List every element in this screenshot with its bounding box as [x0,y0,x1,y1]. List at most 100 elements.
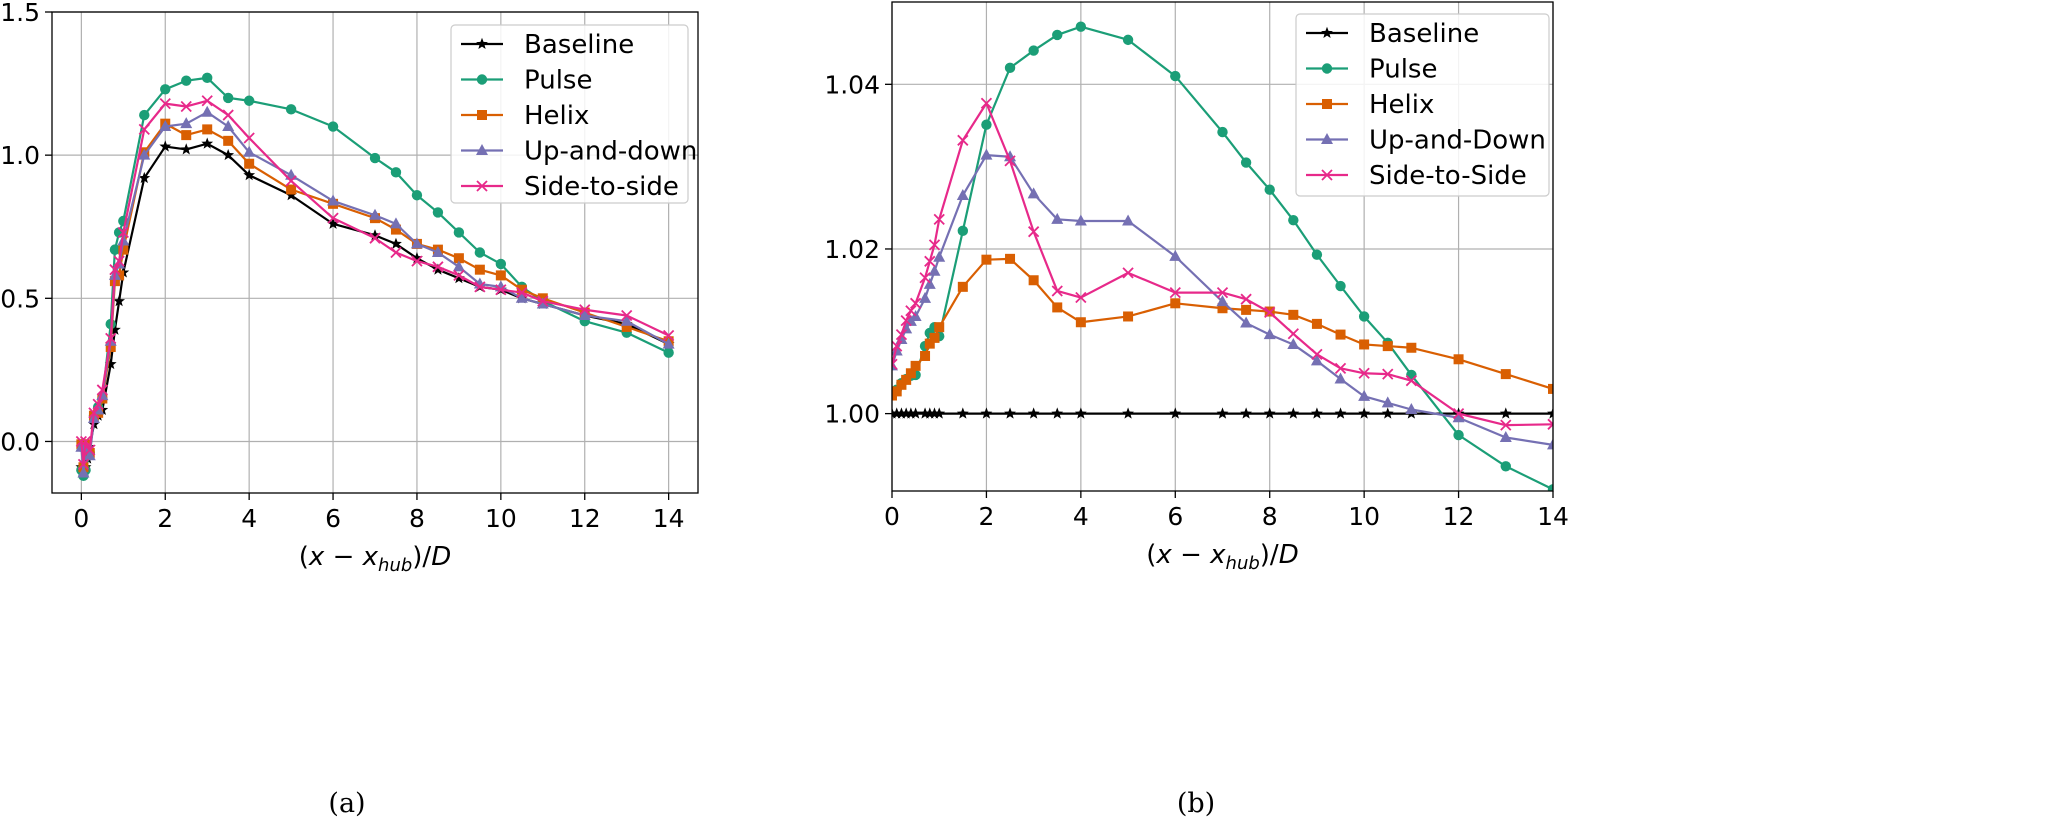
data-point [243,132,255,144]
legend-label: Baseline [524,30,634,60]
series-side-to-side [892,97,1553,431]
data-point [1547,484,1553,491]
data-point [1216,407,1229,419]
legend: Baseline Pulse Helix Up-and-Down Side-to-Sid… [1295,13,1550,197]
data-point [892,340,903,352]
legend-label: Helix [524,101,589,131]
data-point [621,309,633,322]
legend-label: Side-to-Side [1369,161,1527,191]
data-point [118,244,129,255]
axes-frame [51,11,699,494]
data-point [495,284,507,296]
legend: Baseline Pulse Helix Up-and-down Side-to-sid… [450,24,697,204]
data-point [390,246,402,259]
x-axis-label-part: − [324,542,362,572]
data-point [201,105,214,117]
data-point [159,97,171,110]
data-point [474,281,486,293]
legend-label: Pulse [524,66,592,96]
legend-marker [476,144,488,155]
legend-marker [476,37,488,50]
data-point [1170,70,1181,82]
data-point [222,92,234,104]
legend-marker [1321,169,1333,181]
data-point [327,212,339,224]
data-point [933,213,945,225]
data-point [1028,226,1040,238]
data-point [1217,303,1228,314]
data-point [495,258,507,270]
data-point [933,250,946,262]
data-point [919,407,931,419]
legend-entry: Pulse [461,66,592,96]
data-point [981,119,992,130]
data-point [411,190,423,201]
data-point [1382,368,1394,380]
x-tick-label: 12 [1443,502,1475,531]
data-point [515,291,528,303]
data-point [92,398,104,410]
data-point [83,449,96,461]
data-point [928,407,941,419]
data-point [895,407,908,419]
data-point [910,360,921,371]
data-point [928,239,941,251]
data-point [920,350,931,361]
data-point [1311,407,1323,419]
data-point [1005,253,1016,264]
data-point [1453,354,1464,365]
x-tick-label: 14 [653,504,685,533]
data-point [1287,407,1300,419]
data-point [1264,184,1275,195]
data-point [77,458,90,471]
data-point [453,272,465,284]
data-point [1028,275,1039,286]
data-point [900,314,912,327]
data-point [1288,214,1299,226]
series-up-and-down [75,105,675,478]
data-point [285,189,297,201]
data-point [1499,407,1512,419]
data-point [956,188,969,200]
data-point [980,148,993,160]
data-point [1287,328,1299,340]
y-tick-label: 0.5 [0,284,40,313]
x-axis-label-part: )/ [1260,540,1279,570]
data-point [138,148,151,160]
data-point [662,329,675,342]
data-point [536,297,549,309]
data-point [79,435,92,448]
legend-label: Up-and-Down [1369,126,1546,156]
data-point [202,124,213,135]
data-point [892,386,902,397]
legend-box [1295,13,1550,197]
legend-entry: Side-to-Side [1306,161,1527,191]
data-point [369,232,381,244]
data-point [919,272,931,284]
data-point [117,226,129,239]
legend-label: Baseline [1369,19,1479,49]
data-point [453,227,465,238]
data-point [243,95,255,106]
x-axis-label-part: )/ [412,542,431,572]
data-point [432,207,444,218]
x-axis-label-part: − [1172,540,1210,570]
data-point [369,208,381,220]
x-tick-label: 6 [325,504,341,533]
data-point [1406,342,1417,353]
data-point [1263,328,1276,340]
x-tick-label: 4 [1073,502,1089,531]
legend-label: Pulse [1369,55,1437,85]
data-point [1027,187,1040,199]
legend-label: Up-and-down [524,137,697,167]
data-point [1052,29,1063,41]
data-point [1547,438,1553,450]
x-axis-label-part: x [308,542,325,572]
data-point [1335,280,1346,292]
data-point [909,297,922,309]
data-point [1382,341,1393,352]
data-point [327,217,339,229]
y-tick-label: 1.5 [0,0,40,27]
data-point [1358,407,1371,419]
